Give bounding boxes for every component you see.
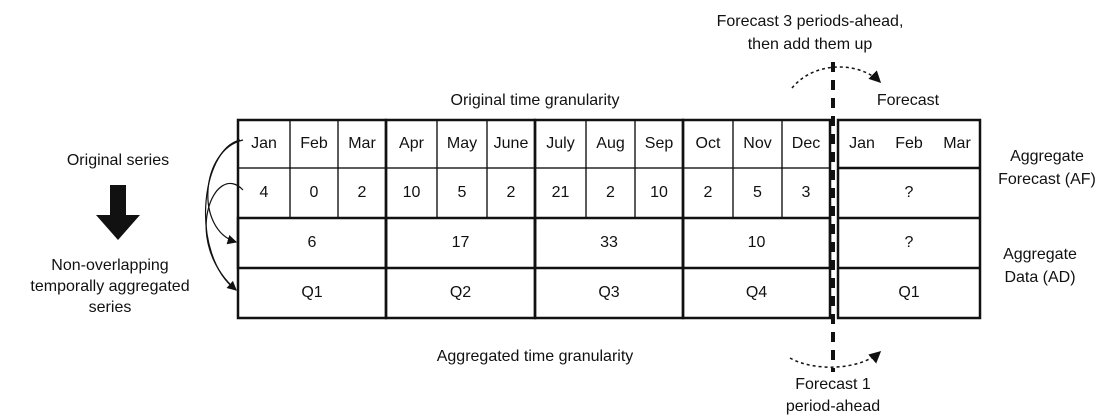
forecast-label: Forecast <box>877 92 940 109</box>
curved-arrow <box>207 139 244 245</box>
forecast-ad: ? <box>905 234 914 251</box>
forecast-month: Jan <box>849 135 875 152</box>
original-series: Original series <box>67 152 169 169</box>
value: 10 <box>650 184 668 201</box>
quarter: Q3 <box>598 284 619 301</box>
dashed-arrow <box>791 66 882 89</box>
month: Nov <box>743 135 771 152</box>
value: 2 <box>704 184 713 201</box>
month: May <box>447 135 477 152</box>
forecast-month: Feb <box>895 135 923 152</box>
aggregate: 6 <box>308 234 317 251</box>
dashed-arrow <box>789 350 882 368</box>
month: Jan <box>251 135 277 152</box>
aggregated-series: series <box>89 299 132 316</box>
aggregated-granularity: Aggregated time granularity <box>437 348 634 365</box>
bottom-note: Forecast 1 <box>795 376 871 393</box>
down-arrow <box>96 185 140 240</box>
quarter: Q1 <box>301 284 322 301</box>
forecast-af: ? <box>905 184 914 201</box>
month: Apr <box>399 135 425 152</box>
month: Feb <box>300 135 328 152</box>
quarter: Q2 <box>450 284 471 301</box>
value: 3 <box>802 184 811 201</box>
bottom-note: period-ahead <box>786 398 880 415</box>
forecast-month: Mar <box>943 135 971 152</box>
value: 4 <box>260 184 269 201</box>
value: 10 <box>403 184 421 201</box>
value: 2 <box>507 184 516 201</box>
month: Oct <box>696 135 721 152</box>
af-label: Forecast (AF) <box>998 171 1096 188</box>
ad-label: Aggregate <box>1003 246 1077 263</box>
value: 2 <box>358 184 367 201</box>
aggregated-series: Non-overlapping <box>51 257 168 274</box>
value: 5 <box>753 184 762 201</box>
aggregate: 17 <box>452 234 470 251</box>
original-granularity: Original time granularity <box>451 92 620 109</box>
value: 21 <box>552 184 570 201</box>
top-note: Forecast 3 periods-ahead, <box>717 13 904 30</box>
month: Sep <box>645 135 674 152</box>
af-label: Aggregate <box>1010 148 1084 165</box>
ad-label: Data (AD) <box>1004 269 1075 286</box>
aggregated-series: temporally aggregated <box>30 278 189 295</box>
quarter: Q4 <box>746 284 767 301</box>
cell <box>681 216 832 270</box>
forecast-quarter: Q1 <box>898 284 919 301</box>
aggregate: 33 <box>600 234 618 251</box>
month: Dec <box>792 135 820 152</box>
month: June <box>494 135 529 152</box>
month: July <box>546 135 574 152</box>
top-note: then add them up <box>748 36 873 53</box>
curved-arrow <box>204 139 241 291</box>
value: 2 <box>606 184 615 201</box>
aggregate: 10 <box>748 234 766 251</box>
month: Aug <box>596 135 624 152</box>
month: Mar <box>348 135 376 152</box>
value: 0 <box>310 184 319 201</box>
value: 5 <box>458 184 467 201</box>
